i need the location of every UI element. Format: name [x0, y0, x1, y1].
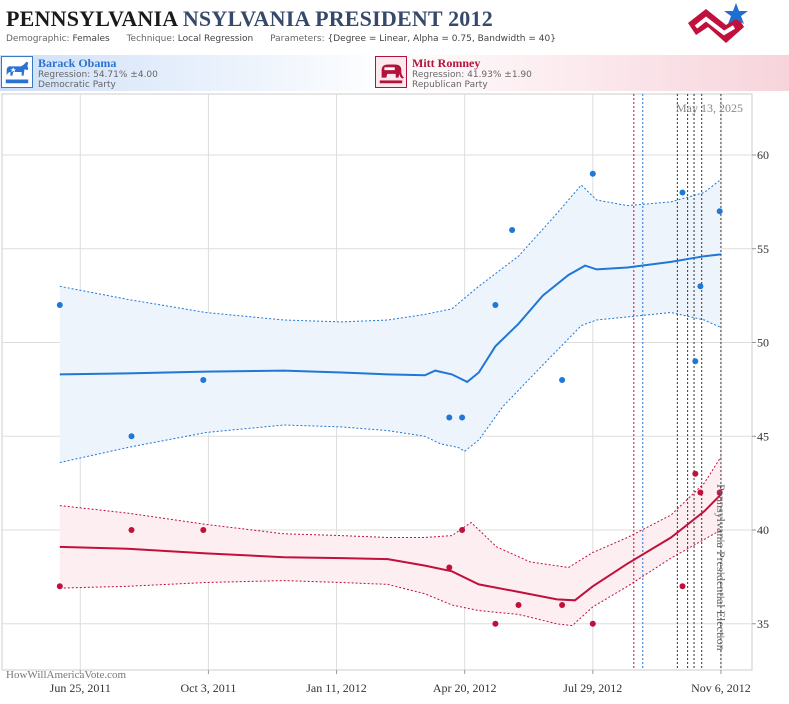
watermark: HowWillAmericaVote.com: [6, 669, 126, 681]
technique-label: Technique:: [126, 34, 175, 44]
dem-poll-point: [446, 414, 453, 421]
rep-candidate-name: Mitt Romney: [412, 56, 481, 70]
rep-poll-point: [692, 470, 699, 477]
rep-poll-point: [56, 583, 63, 590]
rep-poll-point: [446, 564, 453, 571]
rep-poll-point: [459, 527, 466, 533]
dem-poll-point: [589, 170, 596, 177]
dem-poll-point: [559, 377, 566, 383]
dem-poll-point: [200, 377, 207, 383]
technique-value: Local Regression: [177, 34, 254, 44]
y-tick-label: 35: [757, 617, 769, 631]
x-tick-label: Oct 3, 2011: [180, 681, 236, 695]
title-state: PENNSYLVANIA: [6, 6, 178, 31]
rep-regression: Regression: 41.93% ±1.90: [412, 70, 532, 80]
rep-poll-point: [697, 489, 704, 496]
confidence-bands: [59, 179, 722, 627]
rep-trend-line: [59, 493, 722, 602]
y-tick-label: 40: [757, 523, 769, 537]
rep-poll-point: [679, 583, 686, 590]
rep-poll-point: [200, 527, 207, 533]
x-tick-label: Jul 29, 2012: [563, 681, 622, 695]
elephant-icon: [375, 56, 407, 88]
page-title: PENNSYLVANIA NSYLVANIA PRESIDENT 2012: [6, 6, 493, 32]
demographic-label: Demographic:: [6, 34, 70, 44]
x-tick-label: Jan 11, 2012: [306, 681, 367, 695]
y-tick-label: 55: [757, 242, 769, 256]
rep-poll-point: [128, 527, 135, 533]
dem-poll-point: [716, 208, 723, 215]
dem-upper-bound: [59, 179, 722, 323]
candidate-card-rep: Mitt Romney Regression: 41.93% ±1.90 Rep…: [374, 55, 789, 91]
y-tick-label: 60: [757, 148, 769, 162]
rep-party: Republican Party: [412, 80, 488, 90]
dem-poll-point: [459, 414, 466, 421]
dem-poll-point: [692, 358, 699, 365]
dem-lower-bound: [59, 311, 722, 463]
dem-regression: Regression: 54.71% ±4.00: [38, 70, 158, 80]
regression-chart: 35 40 45 50 55 60 Jun 25, 2011 Oct 3, 2011 Jan 1…: [1, 93, 769, 695]
trend-lines: [59, 253, 722, 602]
header: PENNSYLVANIA NSYLVANIA PRESIDENT 2012 De…: [0, 0, 789, 50]
poll-points: [56, 170, 723, 627]
dem-party: Democratic Party: [38, 80, 116, 90]
x-tick-label: Nov 6, 2012: [691, 681, 751, 695]
dem-poll-point: [509, 227, 516, 233]
y-tick-label: 45: [757, 429, 769, 443]
dem-trend-line: [59, 253, 722, 384]
y-tick-label: 50: [757, 336, 769, 350]
x-tick-label: Apr 20, 2012: [433, 681, 497, 695]
rep-upper-bound: [59, 456, 722, 569]
title-race: NSYLVANIA PRESIDENT 2012: [182, 6, 493, 31]
rep-poll-point: [492, 620, 499, 627]
dem-poll-point: [697, 283, 704, 290]
candidate-card-dem: Barack Obama Regression: 54.71% ±4.00 De…: [0, 55, 394, 91]
site-logo-icon: [688, 3, 748, 43]
parameters-label: Parameters:: [270, 34, 325, 44]
dem-poll-point: [492, 302, 499, 308]
dem-poll-point: [679, 189, 686, 196]
dem-poll-point: [128, 433, 135, 440]
rep-poll-point: [559, 602, 566, 608]
dem-poll-point: [56, 302, 63, 308]
rep-confidence-band: [59, 456, 721, 626]
rep-poll-point: [515, 602, 522, 608]
rep-poll-point: [716, 489, 723, 496]
dem-candidate-name: Barack Obama: [38, 56, 117, 70]
event-lines: [633, 94, 722, 670]
rep-poll-point: [589, 620, 596, 627]
dem-confidence-band: [59, 179, 721, 463]
date-label: May 13, 2025: [676, 101, 743, 115]
chart-axes: 35 40 45 50 55 60 Jun 25, 2011 Oct 3, 2011 Jan 1…: [50, 148, 769, 695]
parameters-value: {Degree = Linear, Alpha = 0.75, Bandwidt…: [327, 34, 556, 44]
parameter-line: Demographic: Females Technique: Local Re…: [6, 34, 556, 44]
demographic-value: Females: [72, 34, 110, 44]
vertical-caption: Pennsylvania Presidential Election: [714, 484, 728, 651]
donkey-icon: [1, 56, 33, 88]
x-tick-label: Jun 25, 2011: [50, 681, 111, 695]
